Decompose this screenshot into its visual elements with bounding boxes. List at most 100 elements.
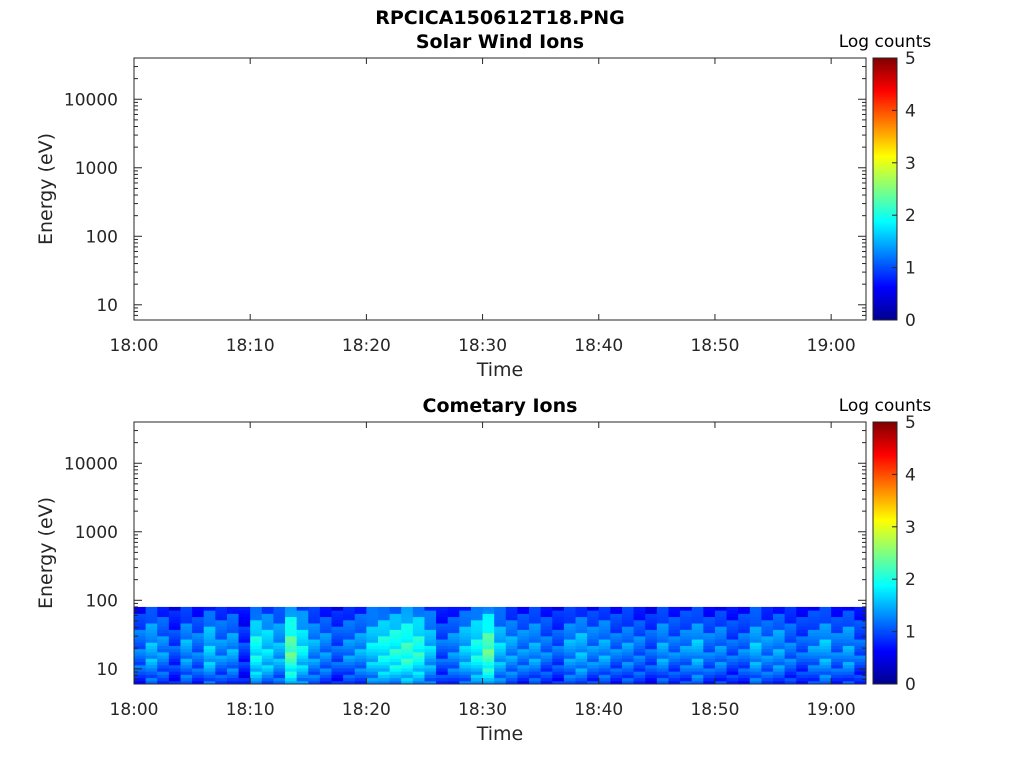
time-bin xyxy=(261,606,274,685)
heatmap-cell xyxy=(738,632,751,637)
heatmap-cell xyxy=(424,616,437,621)
heatmap-cell xyxy=(250,661,263,666)
heatmap-cell xyxy=(610,616,623,621)
heatmap-cell xyxy=(517,667,530,672)
heatmap-cell xyxy=(354,655,367,659)
heatmap-cell xyxy=(738,606,751,611)
heatmap-cell xyxy=(296,667,309,672)
heatmap-cell xyxy=(842,626,855,630)
heatmap-cell xyxy=(308,677,321,682)
heatmap-cell xyxy=(784,610,797,614)
heatmap-cell xyxy=(238,616,251,621)
heatmap-cell xyxy=(668,680,681,685)
heatmap-cell xyxy=(459,622,472,627)
heatmap-cell xyxy=(714,661,728,666)
heatmap-cell xyxy=(714,677,728,682)
y-axis-label: Energy (eV) xyxy=(35,497,57,609)
heatmap-cell xyxy=(261,645,274,650)
heatmap-cell xyxy=(343,629,356,634)
heatmap-cell xyxy=(296,639,309,643)
heatmap-cell xyxy=(517,648,530,653)
heatmap-cell xyxy=(354,613,367,618)
time-bin xyxy=(540,606,553,685)
heatmap-cell xyxy=(447,677,460,682)
heatmap-cell xyxy=(552,610,565,614)
heatmap-cell xyxy=(656,651,669,656)
heatmap-cell xyxy=(354,635,367,640)
heatmap-cell xyxy=(773,642,786,646)
heatmap-cell xyxy=(157,651,170,656)
heatmap-cell xyxy=(552,616,565,621)
heatmap-cell xyxy=(482,606,495,611)
heatmap-cell xyxy=(482,616,495,621)
heatmap-cell xyxy=(389,622,402,627)
heatmap-cell xyxy=(773,680,786,685)
heatmap-cell xyxy=(389,613,402,618)
heatmap-cell xyxy=(134,658,147,663)
heatmap-cell xyxy=(807,629,821,634)
heatmap-cell xyxy=(331,677,344,682)
heatmap-cell xyxy=(157,664,170,669)
heatmap-cell xyxy=(831,667,844,672)
heatmap-cell xyxy=(691,616,704,621)
heatmap-cell xyxy=(784,680,797,685)
heatmap-cell xyxy=(598,610,611,614)
heatmap-cell xyxy=(168,677,181,682)
heatmap-cell xyxy=(470,658,484,663)
heatmap-cell xyxy=(134,616,147,621)
heatmap-cell xyxy=(680,671,693,675)
heatmap-cell xyxy=(273,622,286,627)
heatmap-cell xyxy=(552,622,565,627)
heatmap-cell xyxy=(250,674,263,679)
heatmap-cell xyxy=(354,629,367,634)
heatmap-cell xyxy=(598,671,611,675)
heatmap-cell xyxy=(436,674,449,679)
time-bin xyxy=(575,606,588,685)
heatmap-cell xyxy=(807,648,821,653)
heatmap-cell xyxy=(749,661,762,666)
heatmap-cell xyxy=(807,661,821,666)
heatmap-cell xyxy=(238,655,251,659)
heatmap-cell xyxy=(308,616,321,621)
heatmap-cell xyxy=(517,658,530,663)
heatmap-cell xyxy=(842,680,855,685)
heatmap-cell xyxy=(680,629,693,634)
heatmap-cell xyxy=(215,642,228,646)
heatmap-cell xyxy=(412,632,425,637)
heatmap-cell xyxy=(738,613,751,618)
heatmap-cell xyxy=(389,629,402,634)
heatmap-cell xyxy=(703,651,716,656)
heatmap-cell xyxy=(285,645,298,650)
heatmap-cell xyxy=(529,632,542,637)
time-bin xyxy=(505,606,518,685)
time-bin xyxy=(308,606,321,685)
heatmap-cell xyxy=(796,645,809,650)
heatmap-cell xyxy=(238,629,251,634)
heatmap-cell xyxy=(424,613,437,618)
heatmap-cell xyxy=(831,645,844,650)
heatmap-cell xyxy=(366,622,379,627)
heatmap-cell xyxy=(598,629,611,634)
heatmap-cell xyxy=(622,680,635,685)
heatmap-cell xyxy=(784,622,797,627)
heatmap-cell xyxy=(168,613,181,618)
heatmap-cell xyxy=(250,648,263,653)
heatmap-cell xyxy=(296,674,309,679)
heatmap-cell xyxy=(668,671,681,675)
heatmap-cell xyxy=(389,677,402,682)
heatmap-cell xyxy=(714,651,728,656)
heatmap-cell xyxy=(215,661,228,666)
heatmap-cell xyxy=(424,645,437,650)
heatmap-cell xyxy=(436,648,449,653)
heatmap-cell xyxy=(842,658,855,663)
heatmap-cell xyxy=(378,645,391,650)
heatmap-cell xyxy=(273,619,286,624)
heatmap-cell xyxy=(691,610,704,614)
time-bin xyxy=(412,606,425,685)
heatmap-cell xyxy=(552,606,565,611)
heatmap-cell xyxy=(378,667,391,672)
heatmap-cell xyxy=(296,655,309,659)
heatmap-cell xyxy=(645,639,658,643)
heatmap-cell xyxy=(494,606,507,611)
heatmap-cell xyxy=(784,606,797,611)
